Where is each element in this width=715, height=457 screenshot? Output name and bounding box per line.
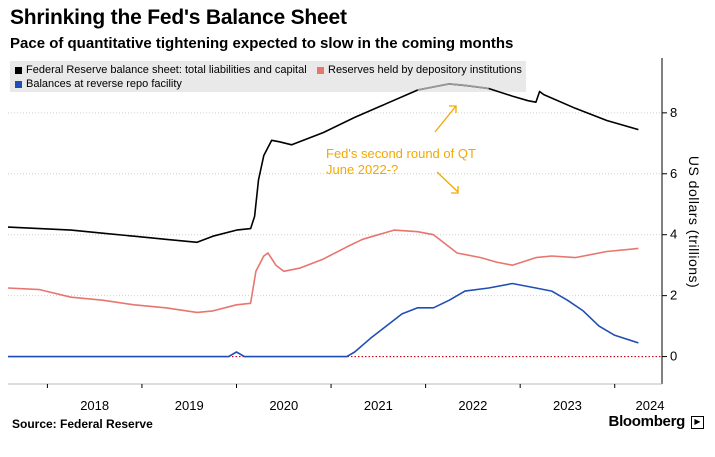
y-tick-label: 8 xyxy=(670,105,677,120)
x-tick-label: 2023 xyxy=(553,398,582,413)
legend-label-reverse-repo: Balances at reverse repo facility xyxy=(26,78,182,90)
legend-swatch-reserves xyxy=(317,66,324,74)
y-axis: 0 2 4 6 8 xyxy=(661,58,677,384)
x-tick-label: 2019 xyxy=(175,398,204,413)
y-tick-label: 2 xyxy=(670,288,677,303)
series-line-balance-sheet-peak xyxy=(417,82,489,91)
annotation-arrowhead-down xyxy=(451,186,459,194)
x-tick-label: 2022 xyxy=(458,398,487,413)
brand-logo: Bloomberg xyxy=(608,413,686,430)
x-tick-label: 2021 xyxy=(364,398,393,413)
chart-title: Shrinking the Fed's Balance Sheet xyxy=(10,6,347,29)
x-tick-label: 2024 xyxy=(636,398,665,413)
x-tick-label: 2020 xyxy=(269,398,298,413)
y-tick-label: 4 xyxy=(670,227,677,242)
series-line-balance-sheet xyxy=(7,83,639,244)
legend-swatch-reverse-repo xyxy=(15,80,22,88)
legend-swatch-balance-sheet xyxy=(15,66,22,74)
chart-legend: Federal Reserve balance sheet: total lia… xyxy=(10,61,526,92)
y-tick-label: 0 xyxy=(670,349,677,364)
series-line-reserves xyxy=(7,229,639,314)
annotation-arrowhead-up xyxy=(449,105,457,113)
legend-item-reserves: Reserves held by depository institutions xyxy=(317,64,522,76)
annotation: Fed's second round of QT June 2022-? xyxy=(326,105,476,194)
annotation-arrow-up xyxy=(434,105,457,133)
annotation-arrow-down xyxy=(436,171,459,193)
source-note: Source: Federal Reserve xyxy=(12,417,153,431)
series-line-reverse-repo xyxy=(8,282,639,358)
bloomberg-terminal-icon: ▶ xyxy=(691,416,704,429)
legend-label-balance-sheet: Federal Reserve balance sheet: total lia… xyxy=(26,64,307,76)
x-tick-label: 2018 xyxy=(80,398,109,413)
annotation-line-1: Fed's second round of QT xyxy=(326,146,476,161)
legend-item-balance-sheet: Federal Reserve balance sheet: total lia… xyxy=(15,64,307,76)
legend-item-reverse-repo: Balances at reverse repo facility xyxy=(15,78,182,90)
y-tick-label: 6 xyxy=(670,166,677,181)
legend-label-reserves: Reserves held by depository institutions xyxy=(328,64,522,76)
chart-subtitle: Pace of quantitative tightening expected… xyxy=(10,35,514,52)
y-axis-label: US dollars (trillions) xyxy=(686,156,702,288)
x-axis: 2018 2019 2020 2021 2022 2023 2024 xyxy=(8,383,665,413)
annotation-line-2: June 2022-? xyxy=(326,162,398,177)
series-layer xyxy=(7,82,639,358)
